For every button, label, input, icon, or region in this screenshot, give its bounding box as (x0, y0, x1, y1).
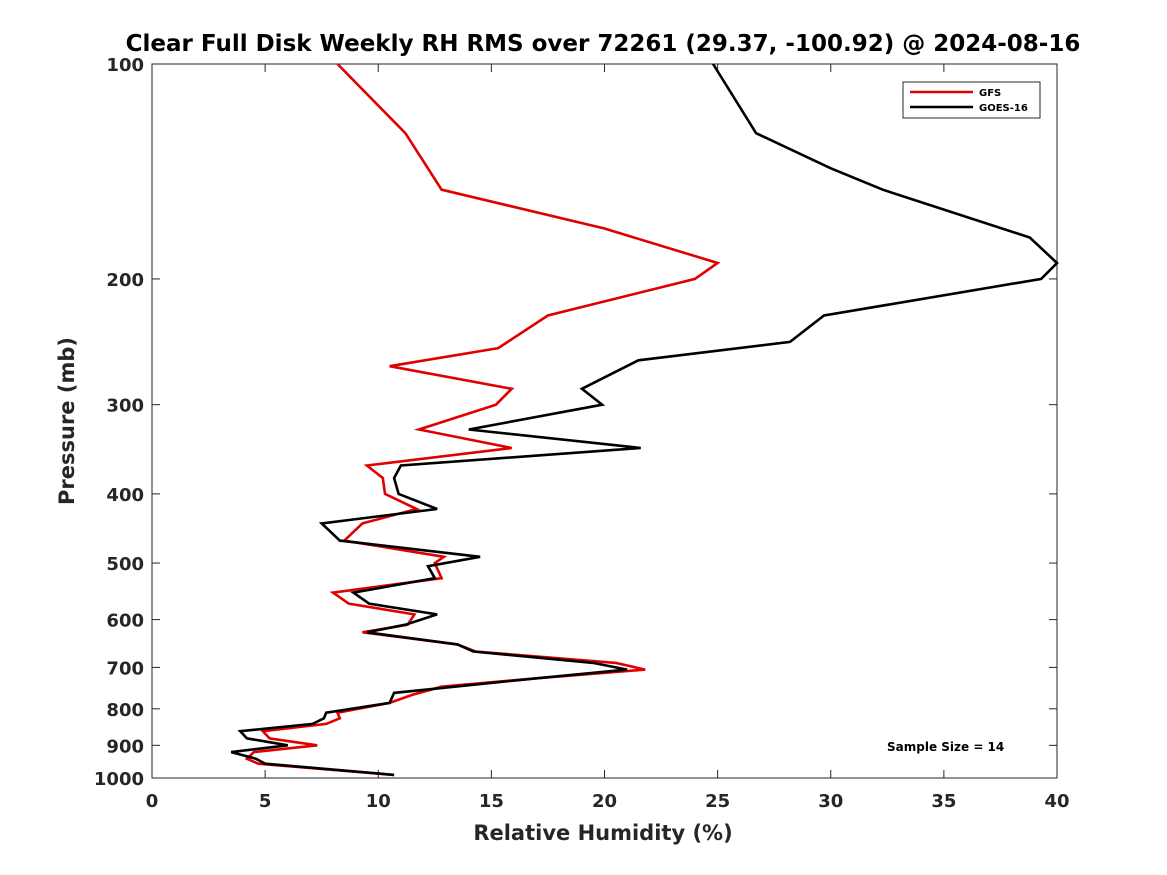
x-tick-label: 5 (259, 791, 272, 812)
x-tick-label: 0 (146, 791, 159, 812)
x-axis: 0 5 10 15 20 25 30 35 40 (146, 64, 1070, 812)
series-line-goes16 (230, 63, 1059, 777)
y-tick-label: 100 (106, 55, 144, 76)
x-axis-label: Relative Humidity (%) (473, 821, 732, 845)
y-tick-label: 600 (106, 611, 144, 632)
y-tick-label: 800 (106, 700, 144, 721)
legend-label-gfs: GFS (979, 88, 1001, 99)
series-lines (230, 63, 1059, 777)
y-axis: 100 200 300 400 500 600 700 800 900 1000 (94, 55, 1057, 790)
x-tick-label: 25 (705, 791, 730, 812)
y-axis-label: Pressure (mb) (55, 337, 79, 505)
x-tick-label: 35 (931, 791, 956, 812)
plot-area: 0 5 10 15 20 25 30 35 40 100 200 300 400 500 600 700 80… (94, 55, 1070, 812)
y-tick-label: 500 (106, 554, 144, 575)
legend-label-goes16: GOES-16 (979, 103, 1028, 114)
legend-box (902, 81, 1041, 119)
x-tick-label: 20 (592, 791, 617, 812)
x-tick-label: 40 (1044, 791, 1069, 812)
series-line-gfs (244, 63, 721, 777)
x-tick-label: 30 (818, 791, 843, 812)
legend: GFS GOES-16 (902, 81, 1041, 119)
y-tick-label: 200 (106, 270, 144, 291)
chart-title: Clear Full Disk Weekly RH RMS over 72261… (126, 31, 1081, 57)
y-tick-label: 400 (106, 485, 144, 506)
y-tick-label: 300 (106, 396, 144, 417)
x-tick-label: 15 (479, 791, 504, 812)
sample-size-annotation: Sample Size = 14 (887, 740, 1004, 754)
y-tick-label: 700 (106, 658, 144, 679)
x-tick-label: 10 (366, 791, 391, 812)
y-tick-label: 1000 (94, 769, 144, 790)
y-tick-label: 900 (106, 736, 144, 757)
